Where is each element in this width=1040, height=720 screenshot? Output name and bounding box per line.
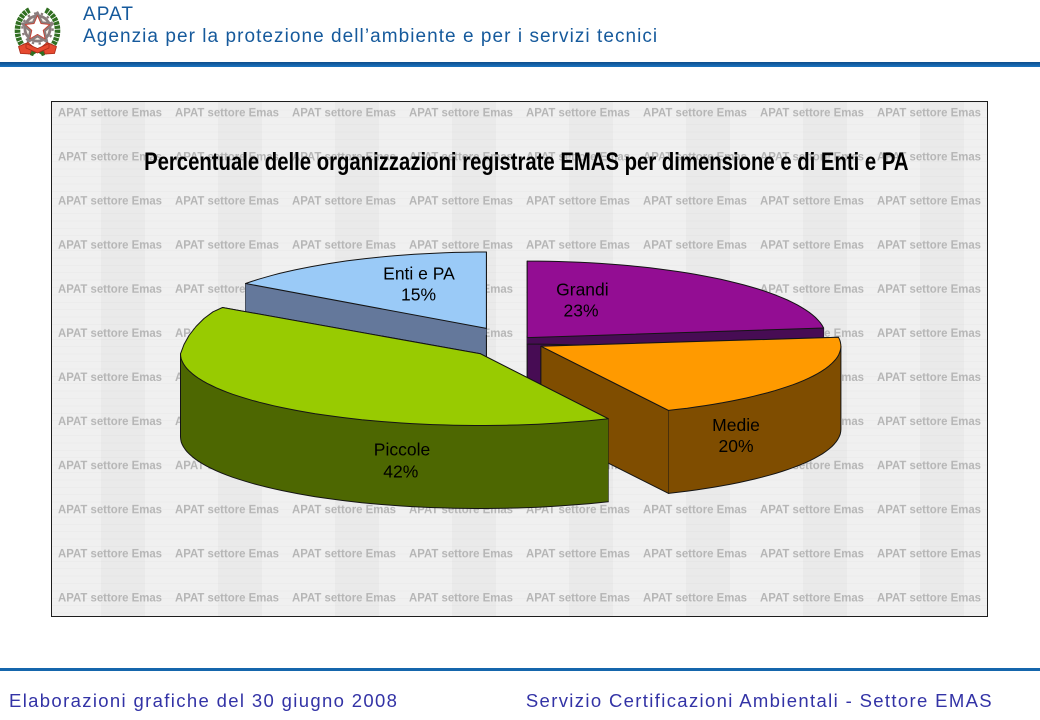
svg-text:15%: 15% <box>401 284 436 304</box>
svg-text:Piccole: Piccole <box>374 439 430 459</box>
svg-text:Medie: Medie <box>712 415 760 435</box>
svg-text:42%: 42% <box>383 462 418 482</box>
svg-text:Grandi: Grandi <box>556 280 609 300</box>
svg-text:23%: 23% <box>563 300 598 320</box>
svg-text:Enti e PA: Enti e PA <box>383 264 455 284</box>
svg-text:20%: 20% <box>718 436 753 456</box>
